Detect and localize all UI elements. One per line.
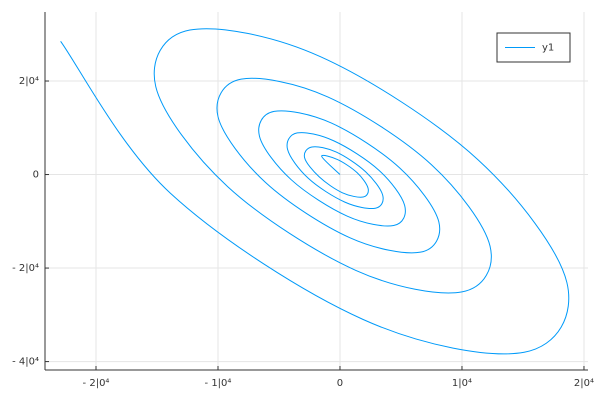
y-tick-label: 2|0⁴ <box>19 76 39 87</box>
y-tick-label: - 2|0⁴ <box>12 263 39 274</box>
y-tick-label: 0 <box>33 170 39 181</box>
legend-label: y1 <box>542 43 554 54</box>
y-tick-label: - 4|0⁴ <box>12 357 39 368</box>
x-tick-label: - 1|0⁴ <box>205 378 232 389</box>
plot-area <box>60 28 570 355</box>
x-tick-label: 1|0⁴ <box>452 378 472 389</box>
series-line <box>60 28 570 355</box>
axes: - 2|0⁴ - 1|0⁴ 0 1|0⁴ 2|0⁴ - 4|0⁴ - 2|0⁴ 0 2|0⁴ <box>12 12 594 389</box>
x-tick-label: - 2|0⁴ <box>83 378 110 389</box>
x-tick-label: 2|0⁴ <box>574 378 594 389</box>
grid <box>45 12 588 370</box>
legend: y1 <box>496 32 571 63</box>
x-tick-label: 0 <box>337 378 343 389</box>
